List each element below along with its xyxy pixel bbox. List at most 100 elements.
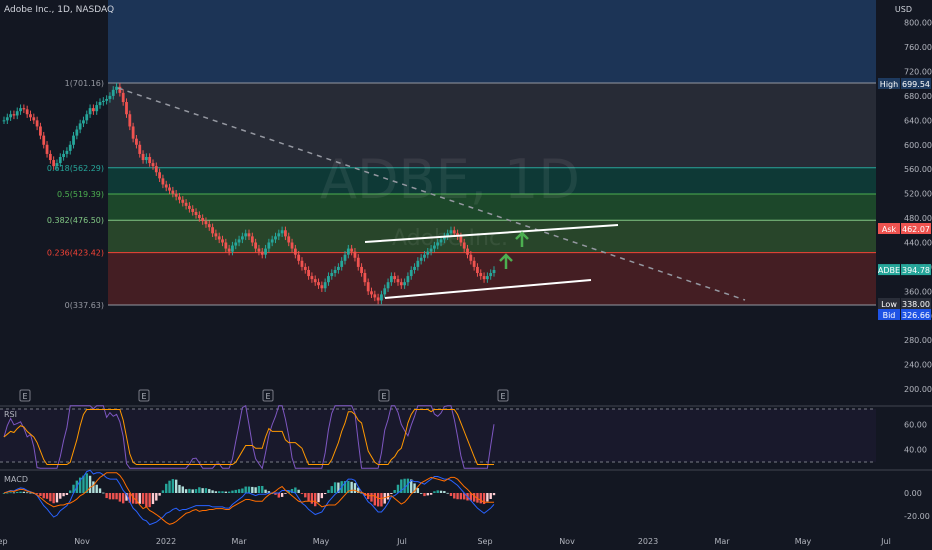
price-badge-ask-label: Ask [882, 225, 897, 234]
candle-body [204, 221, 208, 225]
candle-body [188, 205, 191, 209]
macd-histogram-bar [390, 493, 393, 495]
fib-zone-4 [108, 252, 876, 305]
macd-histogram-bar [489, 493, 492, 499]
candle-body [492, 269, 496, 274]
macd-histogram-bar [267, 491, 271, 493]
price-tick: 200.00 [904, 385, 932, 394]
candle-body [12, 114, 16, 116]
price-badge-bid-label-bg [878, 309, 900, 320]
candle-body [62, 153, 65, 157]
candle-body [131, 126, 135, 139]
candle-body [197, 215, 201, 219]
macd-histogram-bar [148, 493, 151, 508]
candle-body [148, 156, 152, 164]
price-badge-adbe-value: 394.78 [902, 266, 930, 275]
macd-histogram-bar [178, 484, 181, 493]
candle-body [237, 239, 241, 243]
candle-body [373, 294, 377, 298]
candle-body [250, 236, 254, 243]
candle-body [184, 202, 188, 206]
candle-body [280, 230, 284, 234]
candle-body [82, 120, 85, 124]
time-axis [0, 532, 932, 550]
candle-body [29, 114, 32, 118]
macd-histogram-bar [194, 489, 198, 493]
candle-body [433, 245, 436, 249]
candle-body [101, 100, 105, 103]
candle-body [323, 282, 327, 289]
macd-histogram-bar [115, 493, 118, 500]
candle-body [154, 166, 158, 173]
macd-histogram-bar [141, 493, 145, 504]
macd-histogram-bar [78, 477, 82, 493]
candle-body [293, 248, 297, 255]
candle-body [333, 269, 337, 274]
candle-body [396, 279, 400, 283]
channel-top-line [364, 224, 619, 243]
price-tick: 240.00 [904, 361, 932, 370]
candle-body [340, 260, 344, 267]
macd-histogram-bar [307, 493, 310, 502]
macd-signal-line [3, 472, 494, 525]
macd-histogram-bar [244, 486, 247, 493]
time-label: May [795, 537, 812, 546]
price-badge-high-value-bg [901, 77, 931, 89]
candle-body [383, 288, 387, 295]
candle-body [270, 239, 274, 243]
candle-body [439, 239, 443, 243]
macd-histogram-bar [135, 493, 138, 504]
candle-body [479, 273, 483, 277]
up-arrow-icon [499, 253, 513, 269]
candle-body [317, 282, 320, 286]
price-tick: 720.00 [904, 67, 932, 76]
macd-histogram-bar [419, 493, 423, 494]
macd-histogram-bar [264, 489, 267, 493]
downtrend-line [117, 87, 746, 301]
macd-tick: -20.00 [904, 512, 930, 521]
macd-histogram-bar [347, 480, 350, 493]
price-badge-ask-value-bg [901, 223, 931, 235]
macd-histogram-bar [218, 491, 221, 493]
macd-histogram-bar [188, 488, 191, 493]
candle-body [413, 266, 416, 270]
macd-histogram-bar [360, 492, 363, 494]
candle-body [300, 260, 304, 267]
candle-body [161, 178, 165, 185]
candle-body [65, 150, 69, 154]
time-label: Sep [477, 537, 492, 546]
candle-body [78, 123, 82, 130]
macd-histogram-bar [482, 493, 486, 505]
candle-body [399, 282, 403, 286]
macd-histogram-bar [310, 493, 314, 504]
macd-histogram-bar [72, 484, 75, 493]
macd-histogram-bar [476, 493, 479, 503]
macd-histogram-bar [12, 492, 16, 494]
macd-histogram-bar [446, 492, 449, 494]
price-tick: 760.00 [904, 43, 932, 52]
candle-body [39, 126, 42, 136]
price-badge-bid-label: Bid [883, 311, 896, 320]
earnings-marker [378, 389, 390, 402]
candle-body [58, 156, 62, 164]
fib-label-5: 0(337.63) [65, 301, 104, 310]
candle-body [389, 276, 393, 283]
time-label: Jul [396, 537, 407, 546]
earnings-marker-label: E [500, 392, 505, 401]
macd-histogram-bar [221, 491, 224, 493]
candle-body [227, 248, 231, 252]
candle-body [211, 227, 214, 234]
earnings-marker-label: E [381, 392, 386, 401]
macd-histogram-bar [373, 493, 377, 506]
price-badge-high-value: 699.54 [902, 80, 930, 89]
candle-body [485, 276, 489, 280]
macd-histogram-bar [297, 489, 300, 493]
time-label: Sep [0, 537, 8, 546]
candle-body [469, 254, 473, 261]
macd-histogram-bar [19, 491, 22, 493]
macd-histogram-bar [121, 493, 125, 504]
candle-body [138, 144, 142, 154]
price-tick: 560.00 [904, 165, 932, 174]
candle-body [343, 254, 347, 261]
macd-histogram-bar [343, 481, 347, 493]
